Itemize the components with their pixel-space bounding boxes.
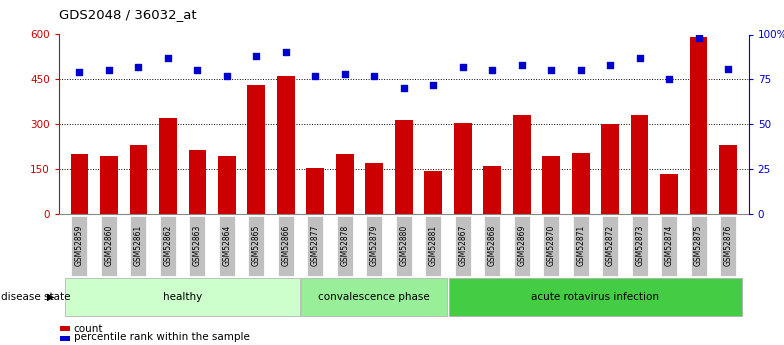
Text: percentile rank within the sample: percentile rank within the sample [74,332,249,342]
Point [515,62,528,68]
Point [191,68,204,73]
Text: GSM52881: GSM52881 [429,224,437,266]
Text: GSM52860: GSM52860 [104,224,114,266]
Bar [365,163,383,214]
Text: GSM52870: GSM52870 [546,224,556,266]
Point [427,82,440,88]
Bar [307,168,324,214]
Point [604,62,616,68]
Bar [218,156,236,214]
Point [132,64,145,70]
Text: GSM52875: GSM52875 [694,224,703,266]
Text: convalescence phase: convalescence phase [318,292,430,302]
Text: GSM52866: GSM52866 [281,224,290,266]
Point [280,50,292,55]
Text: acute rotavirus infection: acute rotavirus infection [532,292,659,302]
Bar [454,123,471,214]
Point [309,73,321,79]
Text: GSM52879: GSM52879 [370,224,379,266]
Text: GSM52864: GSM52864 [223,224,231,266]
Point [456,64,469,70]
Point [339,71,351,77]
Bar [572,152,590,214]
Bar [336,154,354,214]
Bar [601,124,619,214]
Bar [424,170,442,214]
Bar [513,115,531,214]
Point [545,68,557,73]
Text: GSM52859: GSM52859 [75,224,84,266]
Bar [660,174,678,214]
Text: GSM52873: GSM52873 [635,224,644,266]
Bar [395,120,412,214]
Point [162,55,174,61]
Point [692,35,705,41]
Point [103,68,115,73]
Bar [631,115,648,214]
Text: GSM52874: GSM52874 [665,224,673,266]
Text: healthy: healthy [163,292,202,302]
Bar [484,166,501,214]
Text: GSM52869: GSM52869 [517,224,526,266]
Bar [719,145,737,214]
Text: ▶: ▶ [47,292,55,302]
Bar [100,156,118,214]
Bar [71,154,89,214]
Text: GSM52865: GSM52865 [252,224,261,266]
Point [722,66,735,71]
Point [575,68,587,73]
Text: GSM52863: GSM52863 [193,224,201,266]
Text: GSM52868: GSM52868 [488,224,497,266]
Point [73,69,85,75]
Bar [543,156,560,214]
Text: GSM52862: GSM52862 [163,224,172,266]
Point [220,73,233,79]
Point [662,77,675,82]
Text: GSM52877: GSM52877 [310,224,320,266]
Bar [690,38,707,214]
Text: GSM52871: GSM52871 [576,224,585,266]
Text: GSM52867: GSM52867 [458,224,467,266]
Point [397,86,410,91]
Point [368,73,380,79]
Bar [248,85,265,214]
Bar [277,76,295,214]
Text: count: count [74,324,103,334]
Text: GSM52876: GSM52876 [724,224,732,266]
Text: GSM52872: GSM52872 [606,224,615,266]
Text: GSM52861: GSM52861 [134,224,143,266]
Text: GDS2048 / 36032_at: GDS2048 / 36032_at [59,8,197,21]
Point [486,68,499,73]
Text: disease state: disease state [1,292,71,302]
Point [250,53,263,59]
Point [633,55,646,61]
Bar [129,145,147,214]
Bar [188,150,206,214]
Text: GSM52878: GSM52878 [340,224,350,266]
Bar [159,118,176,214]
Text: GSM52880: GSM52880 [399,224,408,266]
